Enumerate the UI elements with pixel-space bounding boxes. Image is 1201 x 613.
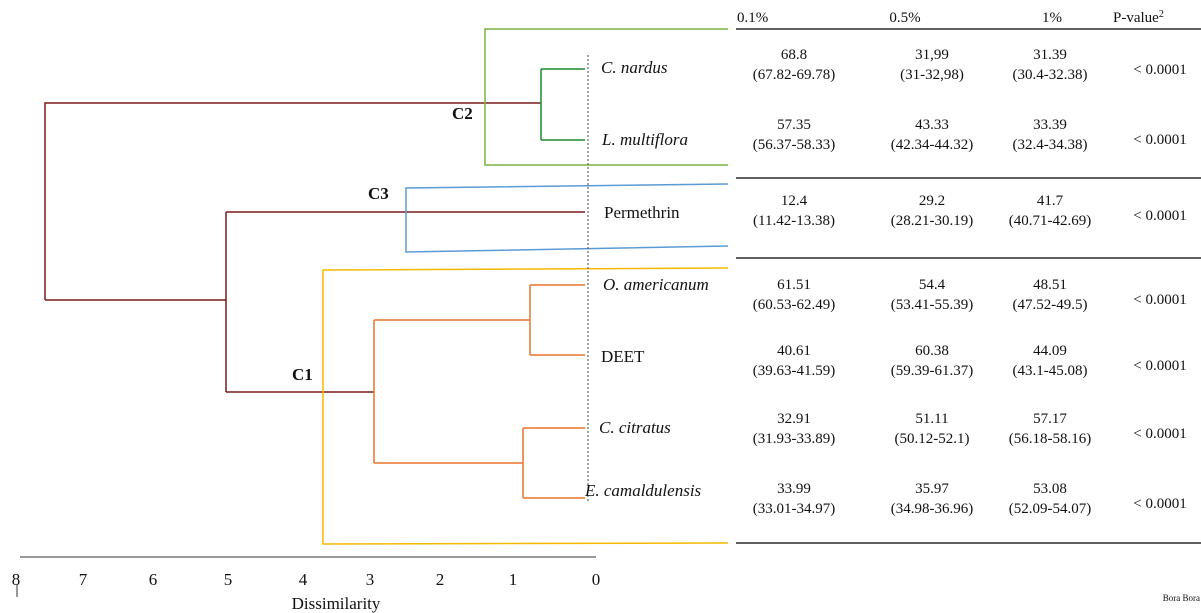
root-branch (44, 102, 541, 392)
table-body: 68.8 (67.82-69.78) 31,99 (31-32,98) 31.39 (30… (753, 47, 1187, 517)
c1-cluster-box (322, 267, 729, 545)
cell-value: 29.2 (919, 193, 945, 209)
axis-label: Dissimilarity (292, 594, 381, 613)
axis-tick-label: 2 (436, 570, 445, 589)
cell-value: 31,99 (915, 47, 949, 63)
cell-p-value: < 0.0001 (1133, 426, 1186, 442)
cell-value: 40.61 (777, 343, 811, 359)
leaf-label: Permethrin (604, 203, 680, 222)
cell-interval: (59.39-61.37) (891, 363, 974, 379)
cell-value: 68.8 (781, 47, 807, 63)
cell-interval: (32.4-34.38) (1013, 137, 1088, 153)
c1-branch (373, 284, 585, 499)
cell-p-value: < 0.0001 (1133, 496, 1186, 512)
cell-interval: (52.09-54.07) (1009, 501, 1092, 517)
credit-text: Bora Bora (1163, 593, 1200, 603)
cluster-label-c1: C1 (292, 365, 313, 384)
cell-value: 33.99 (777, 481, 811, 497)
cell-interval: (30.4-32.38) (1013, 67, 1088, 83)
cell-interval: (50.12-52.1) (895, 431, 970, 447)
axis-tick-label: 8 (12, 570, 21, 589)
leaf-labels: C. nardus L. multiflora Permethrin O. am… (584, 58, 709, 500)
cell-p-value: < 0.0001 (1133, 62, 1186, 78)
cell-interval: (56.18-58.16) (1009, 431, 1092, 447)
axis-tick-labels: 8 7 6 5 4 3 2 1 0 (12, 570, 601, 589)
cell-value: 43.33 (915, 117, 949, 133)
cell-value: 32.91 (777, 411, 811, 427)
cell-interval: (28.21-30.19) (891, 213, 974, 229)
header-0-1pct: 0.1% (737, 10, 768, 26)
cell-p-value: < 0.0001 (1133, 132, 1186, 148)
cell-value: 41.7 (1037, 193, 1064, 209)
cell-interval: (47.52-49.5) (1013, 297, 1088, 313)
dendrogram-root-branches (44, 102, 585, 393)
cell-interval: (31.93-33.89) (753, 431, 836, 447)
c3-cluster-box (405, 183, 729, 253)
cell-value: 12.4 (781, 193, 808, 209)
cell-value: 60.38 (915, 343, 949, 359)
axis-tick-label: 4 (299, 570, 308, 589)
header-1pct: 1% (1042, 10, 1062, 26)
cell-value: 31.39 (1033, 47, 1067, 63)
cell-value: 48.51 (1033, 277, 1067, 293)
cell-value: 54.4 (919, 277, 946, 293)
axis-tick-label: 3 (366, 570, 375, 589)
table-rules (736, 28, 1201, 544)
cell-interval: (40.71-42.69) (1009, 213, 1092, 229)
c2-cluster-box (484, 28, 728, 166)
cell-value: 35.97 (915, 481, 949, 497)
leaf-label: O. americanum (603, 275, 709, 294)
leaf-label: C. citratus (599, 418, 671, 437)
cell-interval: (39.63-41.59) (753, 363, 836, 379)
cell-interval: (34.98-36.96) (891, 501, 974, 517)
cell-value: 57.17 (1033, 411, 1067, 427)
axis-tick-label: 6 (149, 570, 158, 589)
cell-p-value: < 0.0001 (1133, 208, 1186, 224)
cluster-label-c2: C2 (452, 104, 473, 123)
leaf-label: L. multiflora (601, 130, 688, 149)
cell-interval: (60.53-62.49) (753, 297, 836, 313)
cell-value: 44.09 (1033, 343, 1067, 359)
cell-p-value: < 0.0001 (1133, 358, 1186, 374)
cell-interval: (11.42-13.38) (753, 213, 835, 229)
cell-interval: (33.01-34.97) (753, 501, 836, 517)
cell-interval: (42.34-44.32) (891, 137, 974, 153)
axis-tick-label: 1 (509, 570, 518, 589)
cell-interval: (53.41-55.39) (891, 297, 974, 313)
axis-tick-label: 0 (592, 570, 601, 589)
cell-interval: (43.1-45.08) (1013, 363, 1088, 379)
leaf-label: DEET (601, 347, 645, 366)
cluster-label-c3: C3 (368, 184, 389, 203)
c2-branch (540, 68, 585, 141)
table-header: 0.1% 0.5% 1% P-value2 (737, 9, 1164, 26)
cell-value: 51.11 (915, 411, 948, 427)
cell-interval: (67.82-69.78) (753, 67, 836, 83)
cell-interval: (31-32,98) (900, 67, 964, 83)
axis-tick-label: 7 (79, 570, 88, 589)
axis-tick-label: 5 (224, 570, 233, 589)
header-0-5pct: 0.5% (889, 10, 920, 26)
leaf-label: E. camaldulensis (584, 481, 702, 500)
cell-value: 33.39 (1033, 117, 1067, 133)
header-p-value: P-value2 (1113, 9, 1164, 26)
cell-value: 53.08 (1033, 481, 1067, 497)
cell-interval: (56.37-58.33) (753, 137, 836, 153)
cell-p-value: < 0.0001 (1133, 292, 1186, 308)
cell-value: 57.35 (777, 117, 811, 133)
cell-value: 61.51 (777, 277, 811, 293)
leaf-label: C. nardus (601, 58, 668, 77)
